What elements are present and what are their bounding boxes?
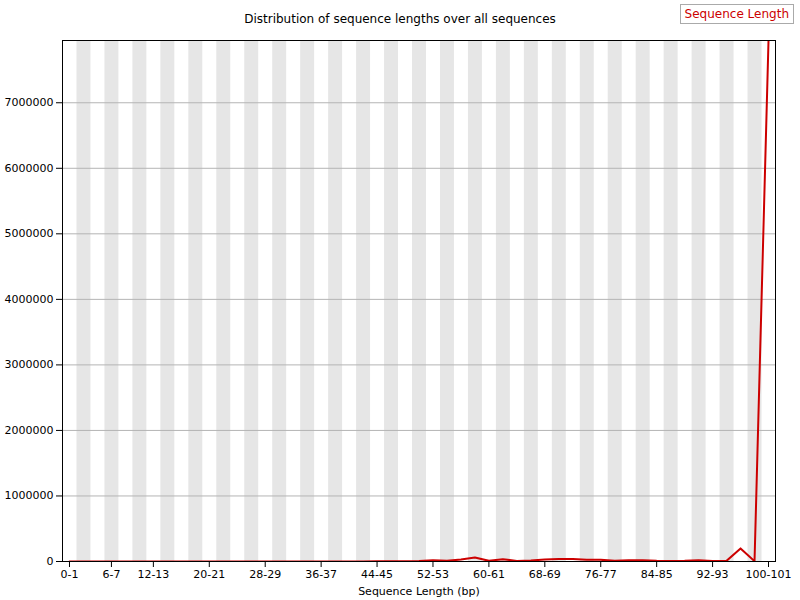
svg-text:1000000: 1000000 xyxy=(5,489,54,502)
svg-text:0-1: 0-1 xyxy=(61,568,79,581)
svg-text:100-101: 100-101 xyxy=(746,568,792,581)
svg-text:92-93: 92-93 xyxy=(697,568,729,581)
svg-text:Sequence Length (bp): Sequence Length (bp) xyxy=(358,585,480,598)
svg-text:2000000: 2000000 xyxy=(5,424,54,437)
svg-text:84-85: 84-85 xyxy=(641,568,673,581)
svg-text:4000000: 4000000 xyxy=(5,293,54,306)
svg-text:12-13: 12-13 xyxy=(137,568,169,581)
svg-text:5000000: 5000000 xyxy=(5,227,54,240)
svg-text:0: 0 xyxy=(47,555,54,568)
html-text:Distribution of sequence lengt: Distribution of sequence lengths over al… xyxy=(244,12,556,26)
svg-text:3000000: 3000000 xyxy=(5,358,54,371)
svg-text:20-21: 20-21 xyxy=(193,568,225,581)
html-text:Sequence Length: Sequence Length xyxy=(684,7,789,21)
svg-text:28-29: 28-29 xyxy=(249,568,281,581)
svg-text:36-37: 36-37 xyxy=(305,568,337,581)
svg-text:6-7: 6-7 xyxy=(102,568,120,581)
svg-text:68-69: 68-69 xyxy=(529,568,561,581)
svg-text:52-53: 52-53 xyxy=(417,568,449,581)
svg-text:60-61: 60-61 xyxy=(473,568,505,581)
svg-text:7000000: 7000000 xyxy=(5,96,54,109)
svg-text:6000000: 6000000 xyxy=(5,162,54,175)
svg-text:76-77: 76-77 xyxy=(585,568,617,581)
svg-text:44-45: 44-45 xyxy=(361,568,393,581)
